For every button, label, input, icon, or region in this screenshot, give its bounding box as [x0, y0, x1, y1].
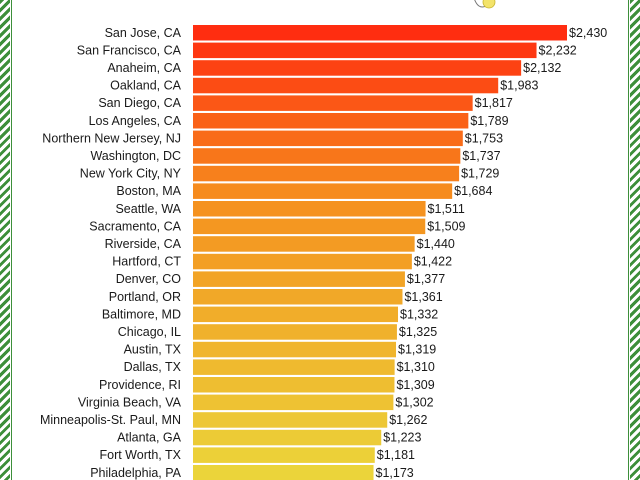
bar-15 [193, 289, 403, 305]
value-label-2: $2,132 [523, 61, 561, 75]
category-label-10: Seattle, WA [115, 202, 181, 216]
bar-19 [193, 359, 395, 375]
bar-3 [193, 77, 499, 94]
left-border-line [11, 0, 12, 480]
category-label-3: Oakland, CA [110, 79, 182, 93]
value-label-13: $1,422 [414, 255, 452, 269]
category-label-21: Virginia Beach, VA [78, 395, 182, 409]
value-label-23: $1,223 [383, 431, 421, 445]
bar-1 [193, 42, 537, 59]
right-border-line [628, 0, 629, 480]
bar-12 [193, 236, 415, 252]
bar-11 [193, 218, 426, 235]
value-label-10: $1,511 [428, 202, 465, 216]
bar-14 [193, 271, 405, 287]
value-label-3: $1,983 [500, 79, 538, 93]
bar-24 [193, 447, 375, 463]
value-label-25: $1,173 [376, 466, 414, 480]
category-label-4: San Diego, CA [98, 96, 181, 110]
value-label-9: $1,684 [454, 184, 492, 198]
category-label-1: San Francisco, CA [77, 43, 182, 57]
value-label-11: $1,509 [427, 219, 465, 233]
category-label-24: Fort Worth, TX [99, 448, 181, 462]
category-label-23: Atlanta, GA [117, 431, 182, 445]
value-label-21: $1,302 [395, 395, 433, 409]
category-label-8: New York City, NY [80, 167, 182, 181]
category-label-17: Chicago, IL [118, 325, 181, 339]
category-label-5: Los Angeles, CA [89, 114, 182, 128]
value-label-22: $1,262 [389, 413, 427, 427]
bar-23 [193, 429, 382, 446]
bar-22 [193, 412, 388, 428]
bar-21 [193, 394, 394, 411]
category-label-20: Providence, RI [99, 378, 181, 392]
bar-4 [193, 95, 473, 111]
value-label-0: $2,430 [569, 26, 607, 40]
value-label-15: $1,361 [404, 290, 442, 304]
value-label-18: $1,319 [398, 343, 436, 357]
category-label-2: Anaheim, CA [107, 61, 181, 75]
value-label-20: $1,309 [396, 378, 434, 392]
bar-6 [193, 130, 463, 147]
value-label-5: $1,789 [470, 114, 508, 128]
category-label-12: Riverside, CA [105, 237, 182, 251]
value-label-19: $1,310 [397, 360, 435, 374]
value-label-16: $1,332 [400, 307, 438, 321]
category-label-16: Baltimore, MD [102, 307, 181, 321]
bar-13 [193, 253, 412, 270]
bar-10 [193, 201, 426, 217]
bar-18 [193, 341, 397, 358]
bar-25 [193, 465, 374, 480]
value-label-12: $1,440 [417, 237, 455, 251]
bar-2 [193, 60, 522, 76]
right-border-stripe [630, 0, 640, 480]
category-label-22: Minneapolis-St. Paul, MN [40, 413, 181, 427]
value-label-17: $1,325 [399, 325, 437, 339]
category-label-18: Austin, TX [124, 343, 182, 357]
category-label-11: Sacramento, CA [89, 219, 181, 233]
category-label-6: Northern New Jersey, NJ [42, 131, 181, 145]
category-label-14: Denver, CO [116, 272, 182, 286]
value-label-6: $1,753 [465, 131, 503, 145]
category-label-19: Dallas, TX [124, 360, 182, 374]
value-label-24: $1,181 [377, 448, 415, 462]
value-label-8: $1,729 [461, 167, 499, 181]
lightbulb-icon [474, 0, 496, 9]
category-label-15: Portland, OR [109, 290, 181, 304]
value-label-14: $1,377 [407, 272, 445, 286]
bar-17 [193, 324, 397, 340]
left-border-stripe [0, 0, 10, 480]
bar-8 [193, 165, 460, 182]
value-label-1: $2,232 [539, 43, 577, 57]
bar-16 [193, 306, 399, 323]
value-label-4: $1,817 [475, 96, 513, 110]
value-label-7: $1,737 [462, 149, 500, 163]
category-label-0: San Jose, CA [105, 26, 182, 40]
bar-5 [193, 113, 469, 129]
category-label-7: Washington, DC [90, 149, 181, 163]
bar-0 [193, 25, 567, 41]
category-label-13: Hartford, CT [112, 255, 181, 269]
bar-7 [193, 148, 461, 164]
category-label-25: Philadelphia, PA [90, 466, 181, 480]
bar-9 [193, 183, 453, 199]
category-label-9: Boston, MA [116, 184, 181, 198]
bar-20 [193, 377, 395, 393]
